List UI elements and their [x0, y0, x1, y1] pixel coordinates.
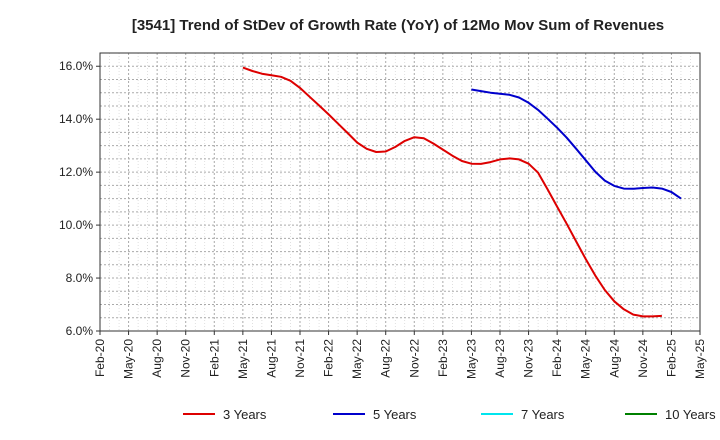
legend-label: 7 Years — [521, 407, 565, 422]
y-axis: 6.0% 8.0% 10.0% 12.0% 14.0% 16.0% — [59, 59, 100, 338]
x-tick-label: Feb-25 — [664, 339, 678, 377]
series-line-3-years — [242, 66, 662, 318]
x-tick-label: May-21 — [236, 339, 250, 379]
legend: 3 Years 5 Years 7 Years 10 Years — [183, 407, 716, 422]
x-tick-label: Nov-22 — [407, 339, 421, 378]
y-tick-label: 8.0% — [66, 271, 94, 285]
y-tick-label: 6.0% — [66, 324, 94, 338]
y-tick-label: 10.0% — [59, 218, 93, 232]
y-tick-label: 14.0% — [59, 112, 93, 126]
x-tick-label: May-25 — [693, 339, 707, 379]
grid — [99, 52, 701, 332]
legend-label: 5 Years — [373, 407, 417, 422]
plot-frame — [99, 52, 701, 332]
legend-label: 3 Years — [223, 407, 267, 422]
series-group — [242, 66, 682, 318]
x-tick-label: May-22 — [350, 339, 364, 379]
x-tick-label: Feb-20 — [93, 339, 107, 377]
x-tick-label: Aug-24 — [607, 339, 621, 378]
x-tick-label: Nov-23 — [522, 339, 536, 378]
x-tick-label: Aug-23 — [493, 339, 507, 378]
chart-title: [3541] Trend of StDev of Growth Rate (Yo… — [132, 17, 664, 34]
x-tick-label: Aug-20 — [150, 339, 164, 378]
x-tick-label: Aug-22 — [379, 339, 393, 378]
x-tick-label: Nov-21 — [293, 339, 307, 378]
x-tick-label: Nov-24 — [636, 339, 650, 378]
x-tick-label: May-24 — [579, 339, 593, 379]
y-tick-label: 12.0% — [59, 165, 93, 179]
x-tick-label: Feb-22 — [322, 339, 336, 377]
x-axis: Feb-20 May-20 Aug-20 Nov-20 Feb-21 May-21 Aug-… — [93, 331, 707, 379]
x-tick-label: Feb-21 — [207, 339, 221, 377]
y-tick-label: 16.0% — [59, 59, 93, 73]
legend-label: 10 Years — [665, 407, 716, 422]
x-tick-label: May-23 — [464, 339, 478, 379]
x-tick-label: Feb-24 — [550, 339, 564, 377]
series-line-5-years — [471, 88, 682, 200]
x-tick-label: Feb-23 — [436, 339, 450, 377]
x-tick-label: May-20 — [122, 339, 136, 379]
x-tick-label: Aug-21 — [264, 339, 278, 378]
x-tick-label: Nov-20 — [179, 339, 193, 378]
